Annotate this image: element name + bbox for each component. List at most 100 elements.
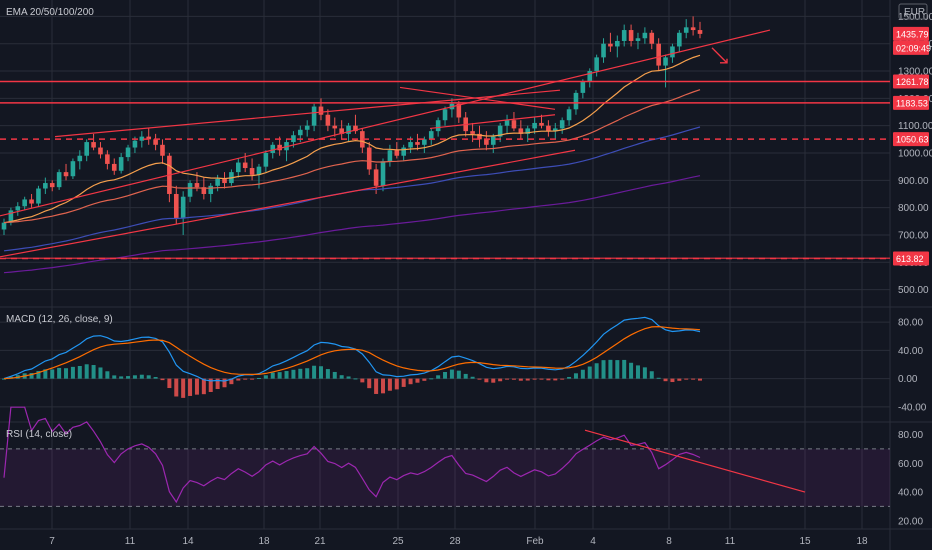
candle[interactable] bbox=[235, 162, 241, 173]
candle[interactable] bbox=[649, 32, 655, 44]
candle[interactable] bbox=[332, 125, 338, 129]
macd-pane[interactable] bbox=[2, 316, 702, 398]
candle[interactable] bbox=[677, 32, 682, 47]
candle[interactable] bbox=[504, 120, 510, 126]
rsi-pane[interactable] bbox=[0, 406, 890, 507]
candle[interactable] bbox=[70, 161, 76, 177]
candle[interactable] bbox=[621, 30, 627, 41]
candle[interactable] bbox=[346, 125, 351, 134]
candle[interactable] bbox=[525, 128, 531, 134]
rsi-trend-line[interactable] bbox=[584, 429, 806, 493]
candle[interactable] bbox=[49, 183, 55, 188]
candle[interactable] bbox=[401, 147, 406, 156]
candle[interactable] bbox=[208, 185, 214, 194]
candle[interactable] bbox=[683, 27, 689, 33]
candle[interactable] bbox=[29, 199, 34, 204]
candle[interactable] bbox=[670, 46, 675, 58]
candle[interactable] bbox=[22, 199, 27, 207]
candle[interactable] bbox=[91, 142, 96, 148]
candle[interactable] bbox=[242, 162, 248, 169]
currency-badge[interactable]: EUR bbox=[898, 3, 928, 20]
candle[interactable] bbox=[153, 139, 158, 145]
candle[interactable] bbox=[1, 222, 7, 230]
candle[interactable] bbox=[222, 178, 227, 184]
candle[interactable] bbox=[249, 168, 255, 175]
candle[interactable] bbox=[408, 142, 413, 148]
candle[interactable] bbox=[111, 163, 117, 171]
candle[interactable] bbox=[8, 210, 14, 223]
candle[interactable] bbox=[594, 57, 599, 72]
candle[interactable] bbox=[215, 178, 220, 186]
candle[interactable] bbox=[546, 125, 551, 132]
candle[interactable] bbox=[98, 147, 103, 155]
candle[interactable] bbox=[456, 103, 462, 118]
candle[interactable] bbox=[291, 135, 296, 143]
candle[interactable] bbox=[539, 122, 544, 126]
candle[interactable] bbox=[442, 109, 448, 121]
candle[interactable] bbox=[477, 133, 482, 140]
candle[interactable] bbox=[601, 43, 606, 58]
candle[interactable] bbox=[490, 136, 496, 145]
candle[interactable] bbox=[635, 38, 641, 41]
candle[interactable] bbox=[608, 43, 613, 47]
candle[interactable] bbox=[270, 144, 276, 153]
candle[interactable] bbox=[56, 172, 62, 188]
candle[interactable] bbox=[656, 43, 661, 66]
candle[interactable] bbox=[435, 120, 441, 132]
candle[interactable] bbox=[298, 129, 303, 136]
candle[interactable] bbox=[63, 172, 69, 177]
candle[interactable] bbox=[318, 106, 324, 115]
candle[interactable] bbox=[428, 131, 434, 140]
candle[interactable] bbox=[642, 32, 648, 39]
price-axis[interactable]: 500.00600.00700.00800.00900.001000.00110… bbox=[893, 12, 932, 527]
candle[interactable] bbox=[422, 139, 427, 145]
trend-line[interactable] bbox=[399, 86, 556, 110]
candle[interactable] bbox=[339, 128, 344, 134]
candle[interactable] bbox=[511, 120, 517, 129]
candle[interactable] bbox=[366, 147, 372, 170]
candle[interactable] bbox=[173, 193, 179, 219]
candle[interactable] bbox=[484, 139, 489, 145]
candle[interactable] bbox=[201, 187, 207, 194]
candle[interactable] bbox=[125, 147, 131, 158]
arrow-drawing[interactable] bbox=[711, 47, 728, 64]
candle[interactable] bbox=[311, 106, 317, 126]
candle[interactable] bbox=[532, 122, 537, 129]
candle[interactable] bbox=[263, 153, 269, 167]
candle[interactable] bbox=[387, 150, 393, 162]
candle[interactable] bbox=[15, 206, 21, 211]
candle[interactable] bbox=[256, 166, 262, 175]
candle[interactable] bbox=[139, 136, 145, 141]
candle[interactable] bbox=[615, 40, 620, 47]
candle[interactable] bbox=[470, 131, 475, 134]
candle[interactable] bbox=[628, 30, 634, 41]
trend-line[interactable] bbox=[0, 149, 576, 258]
candle[interactable] bbox=[132, 140, 138, 148]
time-axis[interactable]: 7 11 14 18 21 25 28 Feb 4 8 11 15 18 bbox=[49, 536, 868, 547]
candle[interactable] bbox=[160, 144, 165, 156]
candle[interactable] bbox=[690, 27, 696, 31]
candle[interactable] bbox=[697, 30, 703, 34]
candle[interactable] bbox=[180, 196, 186, 219]
candle[interactable] bbox=[304, 125, 310, 130]
candle[interactable] bbox=[77, 155, 83, 162]
candle[interactable] bbox=[325, 114, 331, 126]
candle[interactable] bbox=[663, 57, 668, 66]
candle[interactable] bbox=[552, 128, 558, 132]
candle[interactable] bbox=[566, 109, 572, 121]
candle[interactable] bbox=[394, 150, 400, 156]
candle[interactable] bbox=[277, 144, 282, 151]
candle[interactable] bbox=[187, 183, 193, 197]
candle[interactable] bbox=[373, 169, 379, 186]
candle[interactable] bbox=[497, 125, 503, 137]
candle[interactable] bbox=[380, 161, 386, 186]
candle[interactable] bbox=[559, 120, 565, 129]
candle[interactable] bbox=[36, 188, 41, 204]
candle[interactable] bbox=[353, 125, 358, 132]
candle[interactable] bbox=[84, 142, 89, 156]
candle[interactable] bbox=[573, 92, 579, 110]
candle[interactable] bbox=[146, 136, 152, 140]
candle[interactable] bbox=[587, 71, 593, 82]
